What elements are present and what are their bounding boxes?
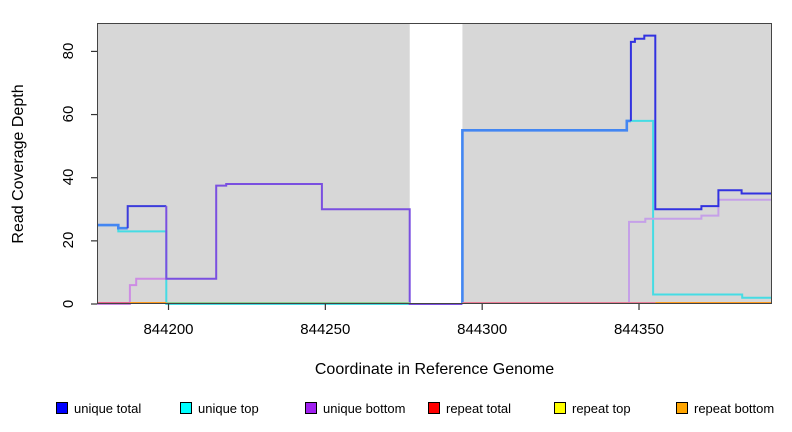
series-line-unique-total <box>165 183 463 305</box>
plot-area <box>91 23 772 310</box>
legend-swatch-unique-top <box>180 402 192 414</box>
legend-label: repeat total <box>446 400 512 416</box>
legend-item-unique-total: unique total <box>56 400 142 416</box>
x-tick-label: 844200 <box>143 321 194 338</box>
x-axis-title: Coordinate in Reference Genome <box>314 361 555 378</box>
legend-swatch-repeat-total <box>428 402 440 414</box>
legend-label: repeat bottom <box>694 400 775 416</box>
legend-item-repeat-top: repeat top <box>554 400 631 416</box>
legend-swatch-repeat-bottom <box>676 402 688 414</box>
y-tick-label: 60 <box>60 105 77 123</box>
legend-label: unique total <box>74 400 142 416</box>
y-tick-label: 40 <box>60 168 77 186</box>
x-tick-label: 844350 <box>613 321 665 338</box>
y-axis-title: Read Coverage Depth <box>10 84 27 244</box>
y-tick-label: 0 <box>60 299 77 309</box>
legend-label: unique top <box>198 400 259 416</box>
y-tick-label: 20 <box>60 231 77 249</box>
series-line-unique-total <box>126 205 167 229</box>
series-line-unique-total <box>461 119 631 304</box>
legend-item-unique-bottom: unique bottom <box>305 400 406 416</box>
plot-border <box>97 23 772 304</box>
x-tick-label: 844300 <box>457 321 508 338</box>
x-tick-label: 844250 <box>300 321 351 338</box>
series-line-unique-total <box>97 223 128 230</box>
series-line-unique-total <box>629 34 772 211</box>
legend-swatch-repeat-top <box>554 402 566 414</box>
legend-swatch-unique-bottom <box>305 402 317 414</box>
legend-item-repeat-total: repeat total <box>428 400 512 416</box>
y-tick-label: 80 <box>60 42 77 60</box>
legend-label: unique bottom <box>323 400 406 416</box>
legend-item-repeat-bottom: repeat bottom <box>676 400 775 416</box>
legend-label: repeat top <box>572 400 631 416</box>
legend-swatch-unique-total <box>56 402 68 414</box>
legend-item-unique-top: unique top <box>180 400 259 416</box>
coverage-gap-region <box>409 23 463 304</box>
